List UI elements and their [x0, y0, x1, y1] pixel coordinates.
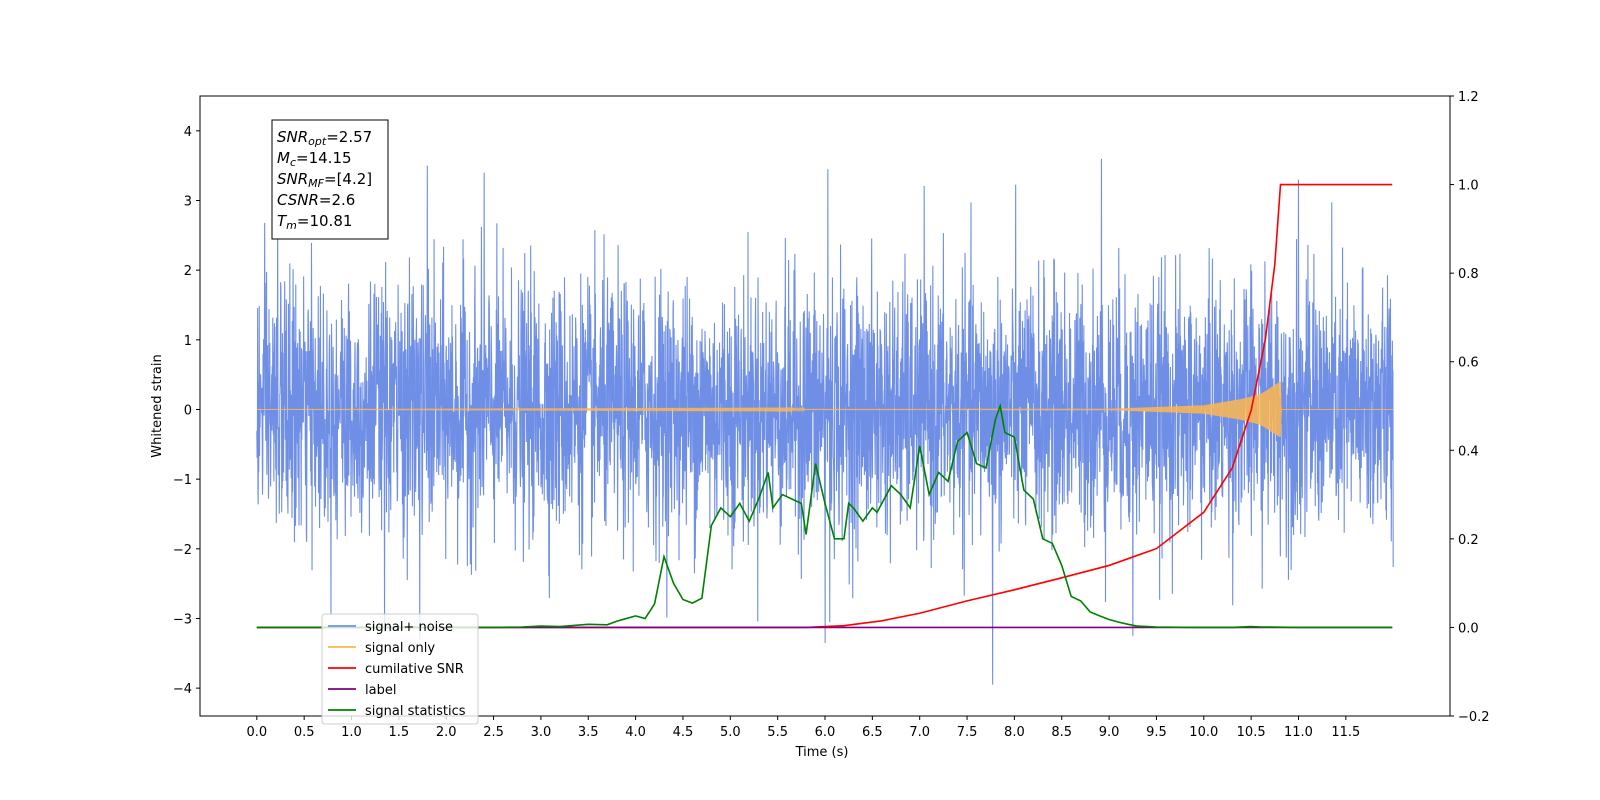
x-tick-label: 7.5	[957, 725, 978, 740]
annotation-value: =14.15	[296, 149, 352, 167]
x-tick-label: 0.5	[294, 725, 315, 740]
x-tick-label: 9.5	[1146, 725, 1167, 740]
y-right-tick-label: 0.8	[1458, 267, 1479, 282]
annotation-line: SNRMF=[4.2]	[277, 170, 372, 190]
annotation-value: =2.6	[319, 191, 355, 209]
annotation-subscript: c	[290, 156, 296, 169]
x-tick-label: 4.0	[625, 725, 646, 740]
annotation-box: SNRopt=2.57Mc=14.15SNRMF=[4.2]CSNR=2.6Tm…	[271, 119, 389, 240]
y-tick-label: 1	[184, 334, 192, 349]
x-tick-label: 8.5	[1051, 725, 1072, 740]
y-axis-left: 4 3 2 1 0 −1 −2 −3 −4	[173, 125, 200, 697]
annotation-subscript: opt	[308, 135, 327, 148]
annotation-value: =[4.2]	[324, 170, 372, 188]
annotation-symbol: T	[277, 212, 288, 230]
legend-label: signal+ noise	[365, 620, 453, 635]
annotation-symbol: SNR	[277, 170, 308, 188]
x-tick-label: 6.5	[862, 725, 883, 740]
x-tick-label: 10.0	[1189, 725, 1218, 740]
x-tick-label: 1.0	[341, 725, 362, 740]
legend-label: label	[365, 683, 396, 698]
annotation-subscript: m	[286, 219, 297, 232]
x-axis-label: Time (s)	[795, 745, 849, 760]
y-tick-label: −2	[173, 543, 192, 558]
series-line-signal-only	[256, 381, 1394, 438]
legend-label: cumilative SNR	[365, 662, 464, 677]
x-tick-label: 8.0	[1004, 725, 1025, 740]
y-tick-label: 2	[184, 264, 192, 279]
y-tick-label: 4	[184, 125, 192, 140]
x-tick-label: 2.5	[483, 725, 504, 740]
x-tick-label: 11.0	[1284, 725, 1313, 740]
y-tick-label: −4	[173, 682, 192, 697]
x-tick-label: 11.5	[1331, 725, 1360, 740]
x-tick-label: 0.0	[246, 725, 267, 740]
y-right-tick-label: −0.2	[1458, 710, 1490, 725]
y-right-tick-label: 1.2	[1458, 90, 1479, 105]
y-right-tick-label: 0.2	[1458, 533, 1479, 548]
series-line-signal-noise	[256, 158, 1394, 685]
annotation-line: SNRopt=2.57	[277, 128, 372, 148]
x-tick-label: 7.0	[909, 725, 930, 740]
y-tick-label: 3	[184, 194, 192, 209]
series-line-cumilative-snr	[256, 183, 1393, 629]
y-right-tick-label: 0.0	[1458, 621, 1479, 636]
x-tick-label: 6.0	[815, 725, 836, 740]
y-right-tick-label: 0.4	[1458, 444, 1479, 459]
x-tick-label: 5.0	[720, 725, 741, 740]
annotation-frame	[271, 119, 389, 240]
x-tick-label: 3.5	[578, 725, 599, 740]
x-tick-label: 3.0	[531, 725, 552, 740]
x-tick-label: 9.0	[1099, 725, 1120, 740]
y-tick-label: −1	[173, 473, 192, 488]
y-tick-label: 0	[184, 403, 192, 418]
y-right-tick-label: 1.0	[1458, 179, 1479, 194]
annotation-value: =10.81	[297, 212, 353, 230]
y-right-tick-label: 0.6	[1458, 356, 1479, 371]
annotation-symbol: SNR	[277, 128, 308, 146]
x-tick-label: 5.5	[767, 725, 788, 740]
annotation-line: CSNR=2.6	[277, 191, 355, 209]
annotation-symbol: M	[277, 149, 290, 167]
legend: signal+ noise signal only cumilative SNR la…	[321, 613, 479, 725]
annotation-line: Mc=14.15	[277, 149, 352, 169]
series-layer	[256, 158, 1394, 685]
y-axis-right: 1.2 1.0 0.8 0.6 0.4 0.2 0.0 −0.2	[1450, 90, 1490, 725]
annotation-line: Tm=10.81	[277, 212, 352, 232]
y-axis-label: Whitened strain	[150, 354, 165, 457]
x-tick-label: 10.5	[1237, 725, 1266, 740]
x-tick-label: 2.0	[436, 725, 457, 740]
x-tick-label: 4.5	[673, 725, 694, 740]
series-line-signal-statistics	[256, 402, 1393, 629]
annotation-value: =2.57	[326, 128, 372, 146]
legend-frame	[321, 613, 479, 725]
annotation-symbol: CSNR	[277, 191, 319, 209]
annotation-subscript: MF	[308, 177, 324, 190]
legend-label: signal only	[365, 641, 435, 656]
x-tick-label: 1.5	[389, 725, 410, 740]
y-tick-label: −3	[173, 612, 192, 627]
legend-label: signal statistics	[365, 704, 466, 719]
x-axis: 0.0 0.5 1.0 1.5 2.0 2.5 3.0 3.5 4.0 4.5 5.0 5.5 6.0 6…	[246, 716, 1360, 740]
